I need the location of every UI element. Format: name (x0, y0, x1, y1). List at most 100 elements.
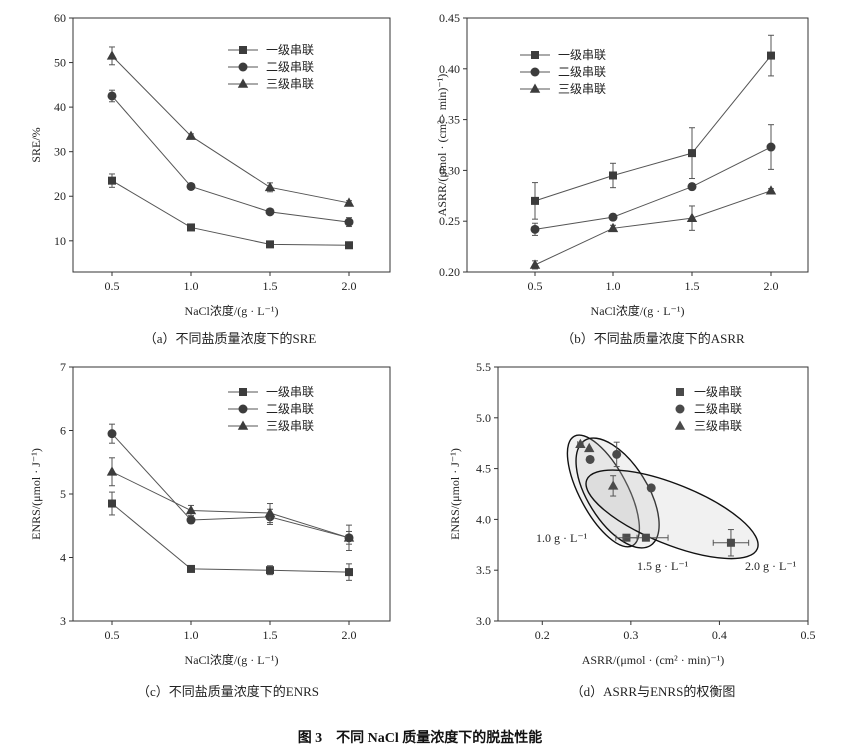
y-tick-label: 4.0 (476, 512, 491, 526)
data-point-triangle (264, 507, 276, 517)
x-axis-label: NaCl浓度/(g · L⁻¹) (591, 303, 685, 318)
series-line-circle (534, 146, 772, 230)
plot-frame (497, 366, 809, 622)
y-tick-label: 0.45 (439, 11, 460, 25)
data-point-triangle (529, 259, 541, 269)
data-point-square (266, 240, 274, 249)
figure-title: 图 3 不同 NaCl 质量浓度下的脱盐性能 (298, 729, 543, 746)
data-point-square (108, 499, 116, 508)
data-point-triangle (343, 197, 355, 207)
y-tick-label: 5.5 (476, 360, 491, 374)
legend-marker-circle (238, 62, 248, 72)
legend-label: 一级串联 (266, 43, 314, 57)
panel-d-tradeoff: 3.0 3.5 4.0 4.5 5.0 5.5 0.2 0.3 0.4 0.5 ASRR/(μmol… (448, 360, 816, 699)
series-line-triangle (534, 190, 772, 266)
scatter-point-triangle (607, 480, 619, 490)
y-tick-label: 3 (60, 614, 66, 628)
y-tick-label: 0.35 (439, 113, 460, 127)
legend-label: 二级串联 (558, 65, 606, 79)
x-tick-label: 0.3 (623, 628, 638, 642)
legend-label: 二级串联 (266, 60, 314, 74)
plot-frame (72, 366, 391, 622)
y-axis-label: ENRS/(μmol · J⁻¹) (29, 448, 43, 540)
legend-label: 一级串联 (558, 48, 606, 62)
y-tick-label: 4.5 (476, 462, 491, 476)
y-tick-label: 10 (54, 234, 66, 248)
y-tick-label: 0.20 (439, 265, 460, 279)
data-point-circle (186, 181, 196, 191)
legend-label: 三级串联 (266, 419, 314, 433)
legend-label: 三级串联 (266, 77, 314, 91)
data-point-triangle (106, 466, 118, 476)
x-tick-label: 2.0 (342, 279, 357, 293)
data-point-triangle (185, 505, 197, 515)
x-axis-label: NaCl浓度/(g · L⁻¹) (185, 303, 279, 318)
y-tick-label: 3.0 (476, 614, 491, 628)
x-tick-label: 1.5 (685, 279, 700, 293)
data-point-circle (107, 91, 117, 101)
data-point-square (767, 51, 775, 60)
data-point-triangle (686, 212, 698, 222)
data-point-circle (530, 224, 540, 234)
data-point-square (108, 176, 116, 185)
x-tick-label: 1.5 (263, 279, 278, 293)
x-tick-label: 2.0 (764, 279, 779, 293)
data-point-square (345, 241, 353, 250)
legend-label: 一级串联 (266, 385, 314, 399)
y-tick-label: 0.25 (439, 214, 460, 228)
legend-marker-square (676, 388, 684, 396)
legend-marker-circle (675, 404, 685, 414)
legend-marker-square (239, 388, 247, 396)
scatter-point-circle (612, 449, 622, 459)
x-tick-label: 1.0 (606, 279, 621, 293)
panel-caption: （a）不同盐质量浓度下的SRE (144, 331, 317, 346)
panel-c-enrs: 3 4 5 6 7 0.5 1.0 1.5 2.0 NaCl浓度/(g · L⁻¹) ENRS/(μ… (29, 360, 391, 699)
y-tick-label: 50 (54, 56, 66, 70)
y-tick-label: 7 (60, 360, 66, 374)
data-point-circle (608, 212, 618, 222)
y-tick-label: 5.0 (476, 411, 491, 425)
scatter-point-square (726, 538, 735, 547)
y-axis-label: SRE/% (29, 127, 43, 162)
annotation-1-5: 1.5 g · L⁻¹ (637, 559, 689, 573)
series-line-square (111, 503, 350, 573)
series-line-square (534, 55, 772, 202)
data-point-triangle (765, 185, 777, 195)
legend-marker-triangle (529, 83, 541, 93)
series-line-circle (111, 433, 350, 539)
x-tick-label: 1.0 (184, 628, 199, 642)
data-point-triangle (264, 181, 276, 192)
legend-label: 三级串联 (694, 419, 742, 433)
data-point-circle (344, 217, 354, 227)
data-point-triangle (343, 532, 355, 542)
x-axis-label: ASRR/(μmol · (cm² · min)⁻¹) (582, 653, 725, 667)
series-line-square (111, 180, 350, 246)
x-tick-label: 0.5 (528, 279, 543, 293)
panel-caption: （b）不同盐质量浓度下的ASRR (561, 331, 745, 346)
data-point-square (345, 568, 353, 577)
x-tick-label: 0.2 (535, 628, 550, 642)
x-tick-label: 0.5 (105, 628, 120, 642)
y-axis-label: ASRR/(μmol · (cm² · min)⁻¹) (435, 74, 449, 217)
legend-label: 一级串联 (694, 385, 742, 399)
x-axis-label: NaCl浓度/(g · L⁻¹) (185, 652, 279, 667)
annotation-2-0: 2.0 g · L⁻¹ (745, 559, 797, 573)
legend-marker-circle (530, 67, 540, 77)
y-tick-label: 40 (54, 100, 66, 114)
panel-caption: （d）ASRR与ENRS的权衡图 (571, 684, 736, 699)
legend-label: 二级串联 (266, 402, 314, 416)
series-line-circle (111, 95, 350, 223)
y-tick-label: 4 (60, 551, 66, 565)
x-tick-label: 2.0 (342, 628, 357, 642)
data-point-triangle (185, 130, 197, 140)
scatter-point-triangle (575, 438, 586, 449)
legend-marker-triangle (237, 78, 249, 88)
data-point-square (187, 564, 195, 573)
x-tick-label: 0.5 (801, 628, 816, 642)
y-tick-label: 20 (54, 189, 66, 203)
y-tick-label: 3.5 (476, 563, 491, 577)
data-point-circle (186, 515, 196, 525)
series-line-triangle (111, 55, 350, 204)
plot-frame (72, 17, 391, 273)
data-point-circle (265, 207, 275, 217)
